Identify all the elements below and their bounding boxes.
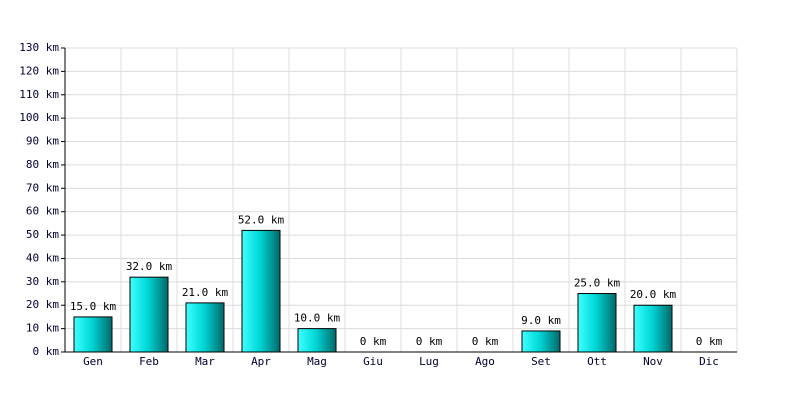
x-tick-label: Giu bbox=[363, 355, 383, 368]
x-tick-label: Set bbox=[531, 355, 551, 368]
bar bbox=[185, 302, 225, 353]
value-label: 9.0 km bbox=[521, 314, 561, 327]
value-label: 25.0 km bbox=[574, 277, 621, 290]
bar bbox=[241, 229, 281, 353]
x-tick-label: Ott bbox=[587, 355, 607, 368]
y-tick-label: 0 km bbox=[33, 345, 60, 358]
value-label: 15.0 km bbox=[70, 300, 117, 313]
x-tick-label: Feb bbox=[139, 355, 159, 368]
bars bbox=[73, 229, 673, 353]
x-tick-label: Mag bbox=[307, 355, 327, 368]
x-tick-label: Lug bbox=[419, 355, 439, 368]
y-tick-label: 100 km bbox=[19, 111, 59, 124]
y-tick-label: 30 km bbox=[26, 275, 59, 288]
value-label: 0 km bbox=[360, 335, 387, 348]
x-tick-label: Nov bbox=[643, 355, 663, 368]
bar bbox=[577, 293, 617, 353]
labels: 0 km 10 km 20 km 30 km 40 km 50 km 60 km 70 km 8… bbox=[19, 41, 722, 368]
grid bbox=[61, 47, 738, 353]
value-label: 10.0 km bbox=[294, 312, 341, 325]
value-label: 0 km bbox=[416, 335, 443, 348]
bar bbox=[521, 330, 561, 353]
y-tick-label: 120 km bbox=[19, 64, 59, 77]
bar bbox=[129, 276, 169, 353]
y-tick-label: 130 km bbox=[19, 41, 59, 54]
x-tick-label: Gen bbox=[83, 355, 103, 368]
x-tick-label: Ago bbox=[475, 355, 495, 368]
y-tick-label: 90 km bbox=[26, 135, 59, 148]
bar bbox=[633, 304, 673, 353]
value-label: 20.0 km bbox=[630, 288, 677, 301]
y-tick-label: 50 km bbox=[26, 228, 59, 241]
x-tick-label: Apr bbox=[251, 355, 271, 368]
y-tick-label: 10 km bbox=[26, 322, 59, 335]
y-tick-label: 60 km bbox=[26, 205, 59, 218]
bar bbox=[73, 316, 113, 353]
y-tick-label: 80 km bbox=[26, 158, 59, 171]
y-tick-label: 20 km bbox=[26, 298, 59, 311]
x-tick-label: Dic bbox=[699, 355, 719, 368]
value-label: 21.0 km bbox=[182, 286, 229, 299]
y-tick-label: 110 km bbox=[19, 88, 59, 101]
bar bbox=[297, 328, 337, 353]
value-label: 52.0 km bbox=[238, 213, 285, 226]
value-label: 0 km bbox=[696, 335, 723, 348]
value-label: 0 km bbox=[472, 335, 499, 348]
value-label: 32.0 km bbox=[126, 260, 173, 273]
y-tick-label: 40 km bbox=[26, 251, 59, 264]
y-tick-label: 70 km bbox=[26, 181, 59, 194]
x-tick-label: Mar bbox=[195, 355, 215, 368]
